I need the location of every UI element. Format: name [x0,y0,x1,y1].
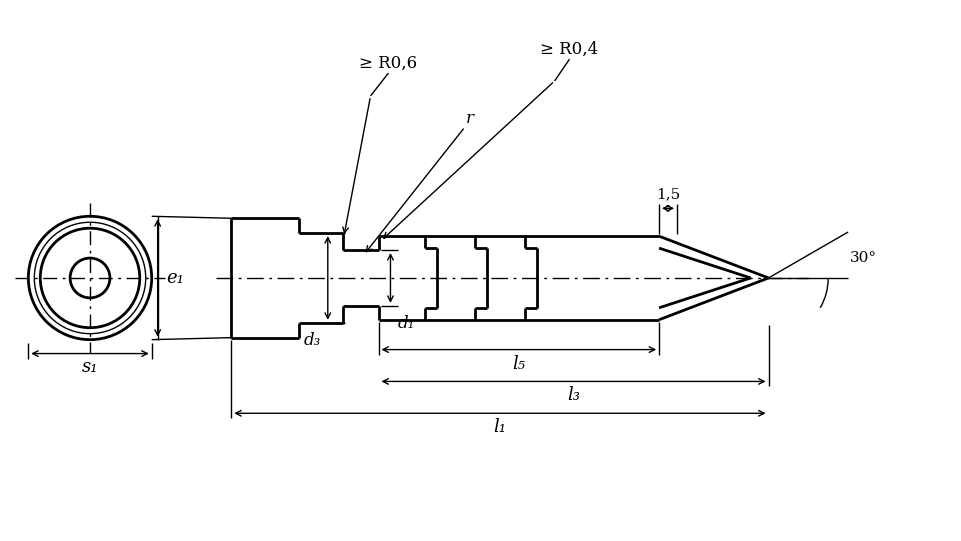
Text: l₃: l₃ [567,386,580,404]
Text: l₅: l₅ [512,354,526,373]
Text: d₁: d₁ [398,315,415,332]
Text: s₁: s₁ [82,359,98,377]
Text: e₁: e₁ [166,269,185,287]
Text: l₁: l₁ [493,418,506,436]
Text: 1,5: 1,5 [656,187,680,201]
Text: ≥ R0,6: ≥ R0,6 [359,55,417,71]
Text: ≥ R0,4: ≥ R0,4 [540,41,599,58]
Text: r: r [466,110,474,127]
Text: d₃: d₃ [304,332,321,349]
Text: 30°: 30° [850,251,876,265]
